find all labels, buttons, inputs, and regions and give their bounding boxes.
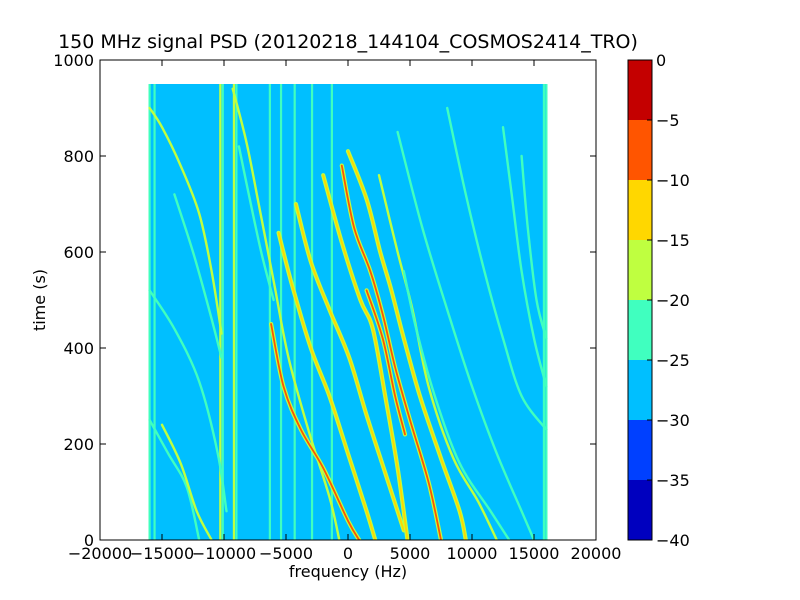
y-tick-label: 0 [84,531,94,550]
signal-track-8 [322,174,409,540]
colorbar-tick-label: −15 [656,231,690,250]
signal-track-17 [520,154,548,340]
colorbar-tick-label: −35 [656,471,690,490]
signal-track-10 [365,289,406,436]
x-tick-label: 20000 [571,544,622,563]
x-tick-label: −10000 [192,544,256,563]
x-tick-label: 15000 [509,544,560,563]
colorbar [628,60,652,540]
x-tick-label: −20000 [68,544,132,563]
colorbar-segment-7 [628,60,652,120]
colorbar-tick-label: −10 [656,171,690,190]
signal-track-14 [396,130,536,540]
x-tick-label: 0 [343,544,353,563]
y-axis-label: time (s) [30,269,49,331]
y-tick-label: 400 [63,339,94,358]
colorbar-tick-label: −25 [656,351,690,370]
signal-track-6 [277,231,377,540]
signal-tracks [148,87,548,540]
chart-title: 150 MHz signal PSD (20120218_144104_COSM… [58,31,638,53]
colorbar-ticks: 0 −5 −10 −15 −20 −25 −30 −35 −40 [647,51,690,550]
x-tick-label: −15000 [130,544,194,563]
signal-track-18 [173,193,223,359]
colorbar-segment-2 [628,360,652,420]
x-axis-ticks: −20000−15000−10000 −5000 0 5000 10000 15000 20… [68,60,622,563]
y-axis-ticks: 0 200 400 600 800 1000 [53,51,596,550]
colorbar-tick-label: −5 [656,111,680,130]
heatmap-area [148,84,548,540]
signal-track-19 [237,145,275,302]
y-tick-label: 600 [63,243,94,262]
x-tick-label: 5000 [390,544,431,563]
signal-track-2 [148,418,201,540]
signal-track-12 [377,174,498,540]
colorbar-tick-label: 0 [656,51,666,70]
colorbar-segment-6 [628,120,652,180]
colorbar-tick-label: −30 [656,411,690,430]
x-axis-label: frequency (Hz) [289,562,407,581]
signal-track-9 [340,164,442,540]
x-tick-label: −5000 [259,544,313,563]
x-tick-label: 10000 [447,544,498,563]
signal-track-15 [446,106,548,431]
signal-track-5 [270,323,361,540]
signal-track-0 [148,106,223,335]
colorbar-segment-0 [628,480,652,540]
signal-track-7 [295,203,405,532]
signal-track-13 [402,270,511,540]
signal-track-1 [148,289,228,513]
colorbar-segment-1 [628,420,652,480]
colorbar-tick-label: −20 [656,291,690,310]
colorbar-tick-label: −40 [656,531,690,550]
y-tick-label: 800 [63,147,94,166]
signal-track-16 [501,126,548,388]
y-tick-label: 1000 [53,51,94,70]
y-tick-label: 200 [63,435,94,454]
heatmap-background [149,84,547,540]
signal-track-4 [231,87,341,540]
signal-track-11 [347,150,467,540]
colorbar-segment-4 [628,240,652,300]
signal-track-3 [160,423,213,540]
colorbar-segment-5 [628,180,652,240]
colorbar-segment-3 [628,300,652,360]
